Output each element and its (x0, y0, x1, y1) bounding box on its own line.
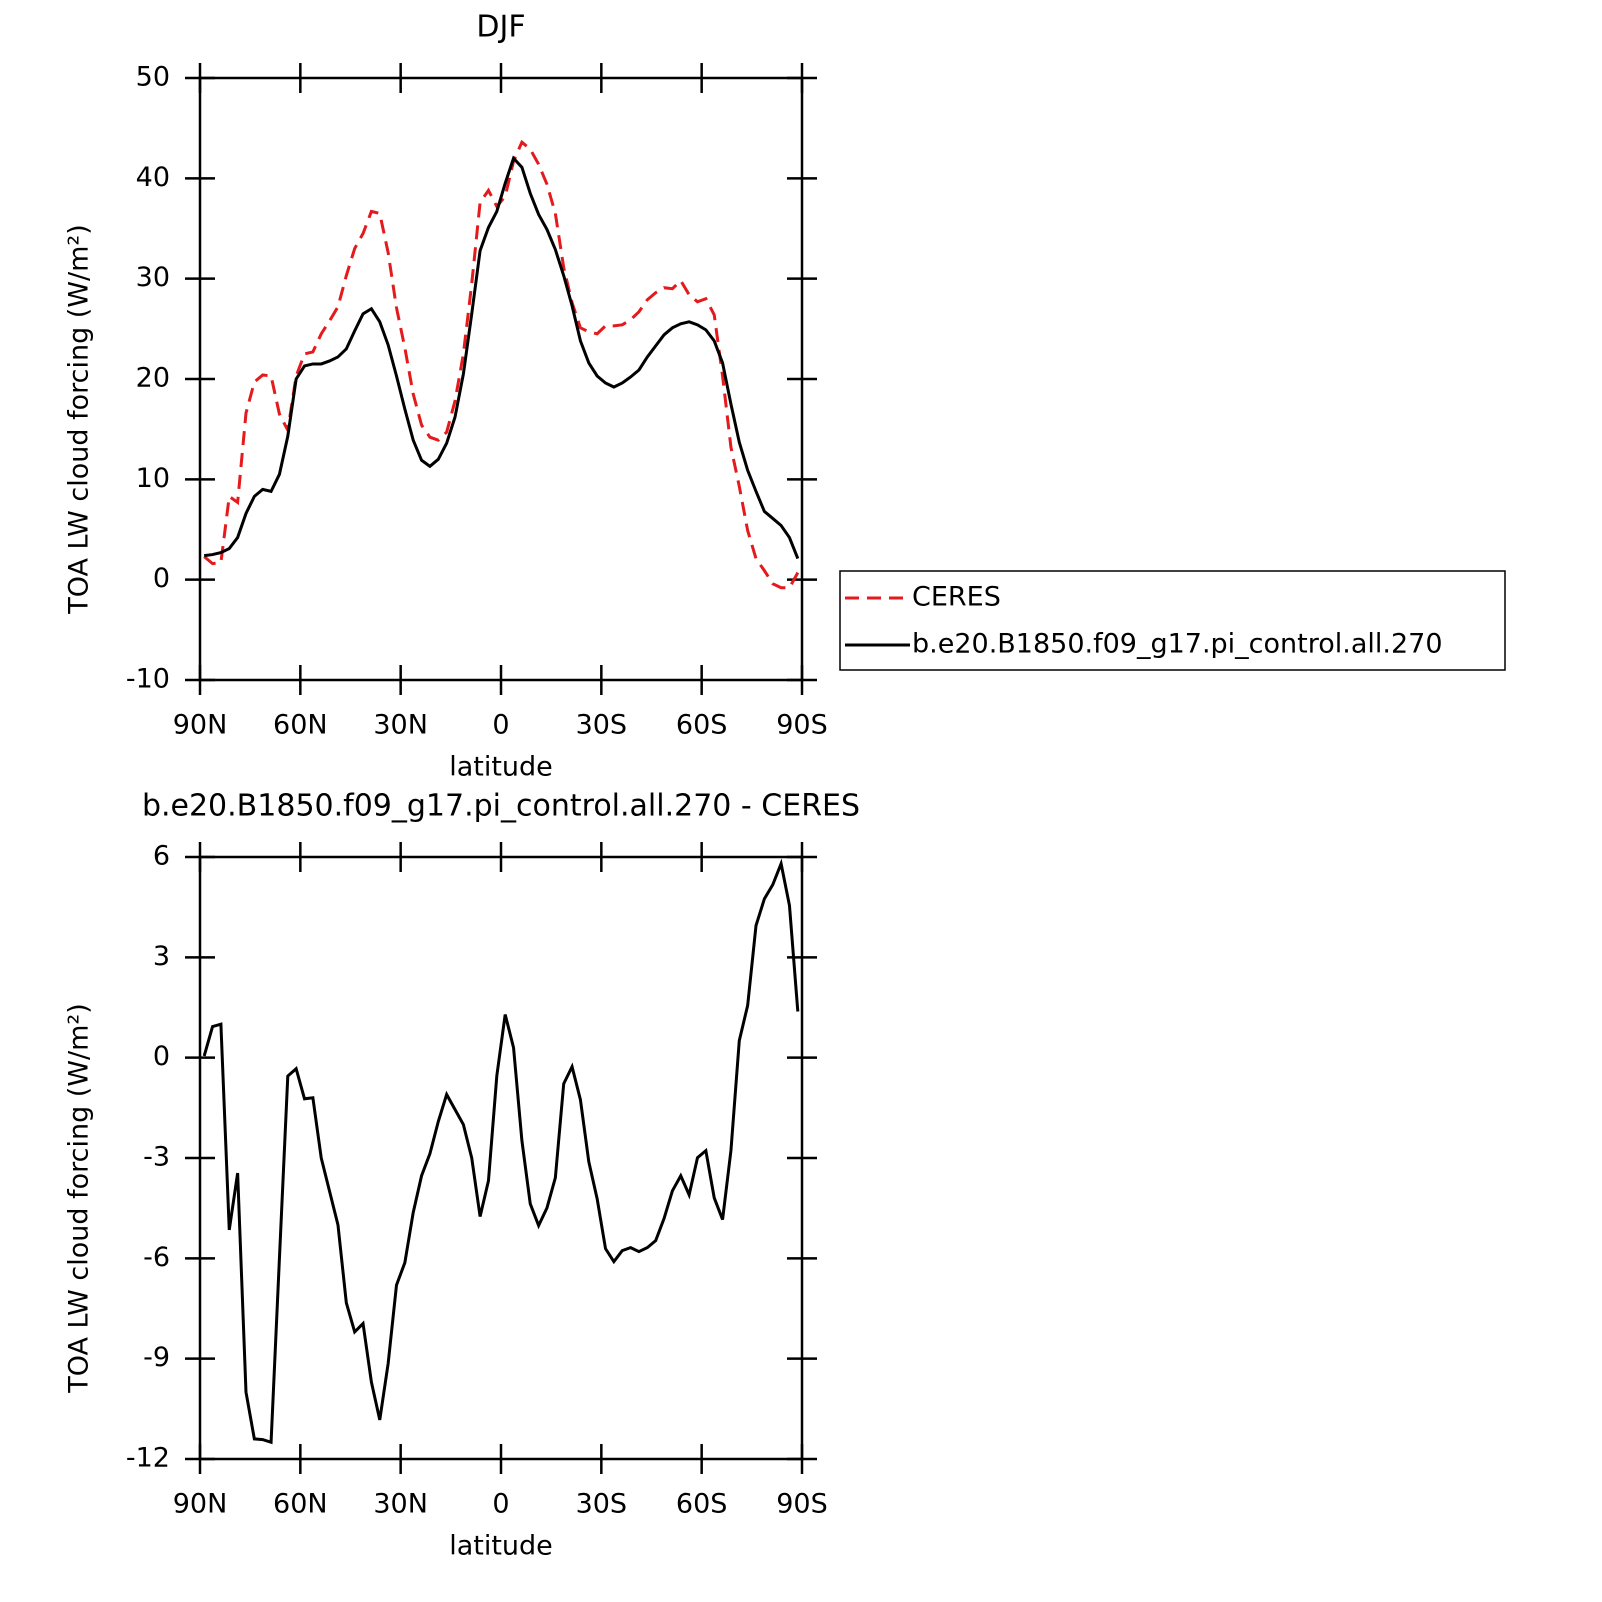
y-tick-label: 30 (136, 262, 170, 293)
legend-label: CERES (912, 582, 1001, 613)
chart-title: DJF (476, 10, 525, 45)
y-tick-label: -6 (143, 1242, 170, 1273)
x-tick-label: 0 (492, 710, 509, 741)
y-tick-label: -10 (126, 664, 170, 695)
x-tick-label: 0 (492, 1489, 509, 1520)
y-tick-label: 0 (153, 1041, 170, 1072)
y-tick-label: 3 (153, 941, 170, 972)
data-line (203, 139, 800, 590)
y-tick-label: 40 (136, 162, 170, 193)
x-tick-label: 60N (273, 710, 328, 741)
x-tick-label: 90S (776, 1489, 828, 1520)
x-tick-label: 30N (373, 1489, 428, 1520)
y-tick-label: 10 (136, 463, 170, 494)
y-tick-label: -12 (126, 1443, 170, 1474)
x-tick-label: 30S (576, 1489, 628, 1520)
x-tick-label: 30S (576, 710, 628, 741)
x-tick-label: 60S (676, 710, 728, 741)
data-line (204, 155, 800, 560)
legend-box (839, 570, 1506, 671)
y-tick-label: 50 (136, 62, 170, 93)
plot-frame (198, 76, 804, 682)
x-tick-label: 60S (676, 1489, 728, 1520)
x-tick-label: 90S (776, 710, 828, 741)
x-tick-label: 90N (173, 710, 228, 741)
legend-label: b.e20.B1850.f09_g17.pi_control.all.270 (912, 629, 1443, 660)
x-tick-label: 90N (173, 1489, 228, 1520)
x-axis-label: latitude (449, 752, 553, 783)
data-line (202, 858, 800, 1445)
y-tick-label: 0 (153, 563, 170, 594)
y-tick-label: -3 (143, 1142, 170, 1173)
x-tick-label: 60N (273, 1489, 328, 1520)
x-axis-label: latitude (449, 1531, 553, 1562)
y-tick-label: 20 (136, 363, 170, 394)
chart-title: b.e20.B1850.f09_g17.pi_control.all.270 -… (142, 789, 860, 824)
y-tick-label: 6 (153, 841, 170, 872)
plot-frame (198, 855, 804, 1461)
x-tick-label: 30N (373, 710, 428, 741)
y-axis-label: TOA LW cloud forcing (W/m²) (64, 1003, 95, 1394)
y-tick-label: -9 (143, 1342, 170, 1373)
y-axis-label: TOA LW cloud forcing (W/m²) (64, 224, 95, 615)
